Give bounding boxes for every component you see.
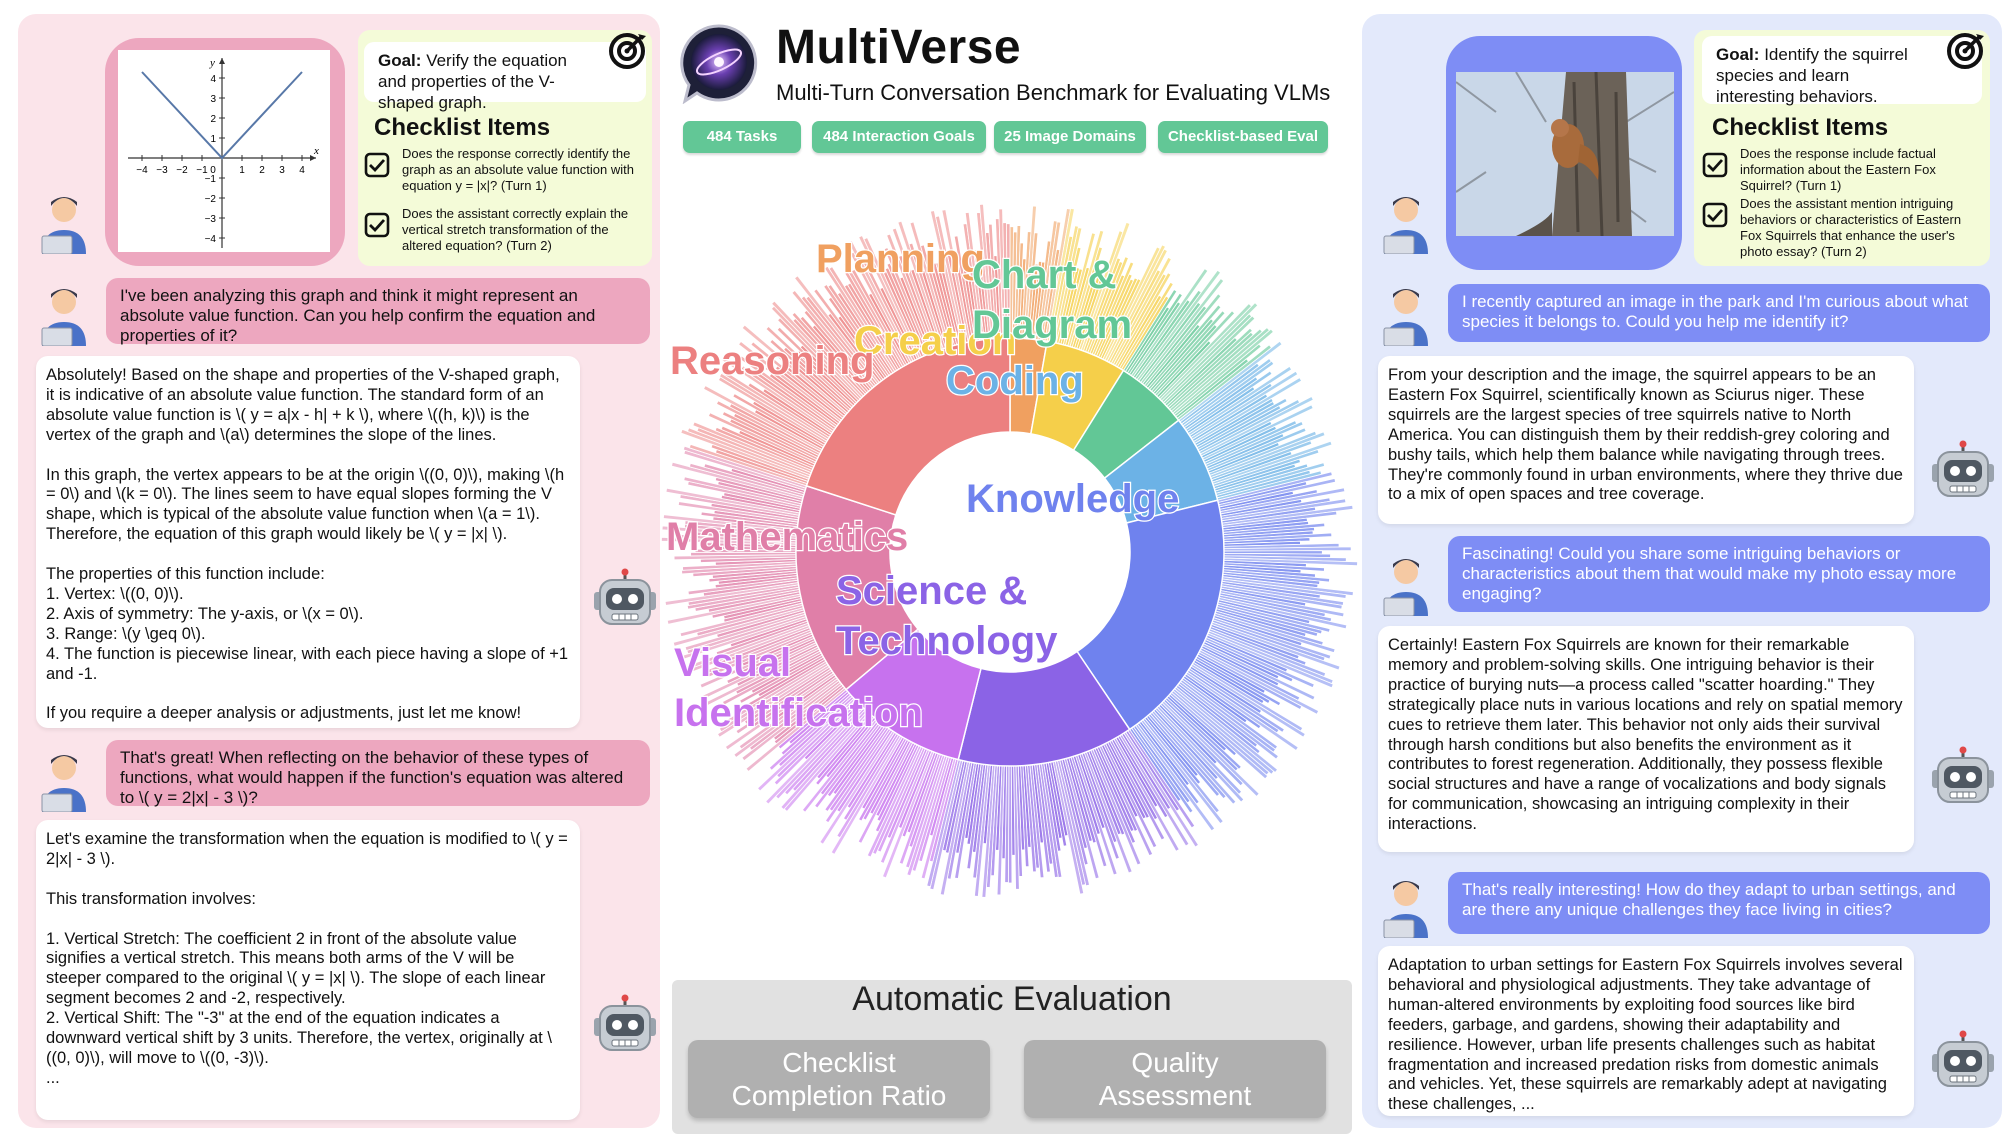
graph-y-tick: −3	[205, 214, 217, 225]
stat-pill-eval: Checklist-based Eval	[1158, 121, 1328, 153]
graph-y-tick: −1	[205, 174, 217, 185]
graph-x-tick: −2	[176, 165, 188, 176]
sunburst-label-planning: Planning	[816, 237, 985, 281]
checkbox-checked-icon	[1702, 152, 1728, 178]
stat-pill-domains: 25 Image Domains	[994, 121, 1146, 153]
checklist-title: Checklist Items	[1712, 114, 1889, 141]
graph-x-tick: 2	[259, 165, 265, 176]
assistant-message: Absolutely! Based on the shape and prope…	[36, 356, 580, 728]
checklist-item-text: Does the response correctly identify the…	[402, 146, 634, 193]
user-message: I've been analyzing this graph and think…	[106, 278, 650, 345]
sunburst-category-reasoning	[805, 337, 1011, 516]
graph-x-tick: −1	[196, 165, 208, 176]
assistant-message: Let's examine the transformation when th…	[36, 820, 580, 1120]
user-message: I recently captured an image in the park…	[1448, 284, 1990, 342]
checklist-item-text: Does the assistant mention intriguing be…	[1740, 196, 1962, 259]
robot-icon	[594, 568, 656, 625]
graph-y-label: y	[209, 57, 215, 69]
graph-x-tick: 0	[210, 165, 216, 176]
sunburst-label-chart-diagram: Chart & Diagram	[972, 253, 1132, 347]
eval-box-line: Assessment	[1098, 1080, 1252, 1111]
assistant-message: From your description and the image, the…	[1378, 356, 1914, 524]
page-title: MultiVerse	[776, 21, 1022, 74]
sunburst-label-visual-identification: Visual Identification	[674, 641, 923, 735]
sunburst-label-science-technology: Science & Technology	[836, 569, 1058, 663]
user-message: Fascinating! Could you share some intrig…	[1448, 536, 1990, 612]
graph-y-tick: −4	[205, 234, 217, 245]
checklist-title: Checklist Items	[374, 114, 551, 141]
user-message: That's great! When reflecting on the beh…	[106, 740, 650, 807]
right-goal-box: Goal: Identify the squirrel species and …	[1702, 36, 1982, 106]
graph-y-tick: 2	[210, 114, 216, 125]
checkbox-checked-icon	[364, 212, 390, 238]
eval-box-line: Completion Ratio	[731, 1080, 947, 1111]
robot-icon	[1932, 1030, 1994, 1087]
graph-x-tick: −4	[136, 165, 148, 176]
goal-text: Identify the squirrel species and learn …	[1716, 45, 1908, 106]
user-avatar-icon	[1383, 559, 1428, 616]
checklist-item-text: Does the response include factual inform…	[1740, 146, 1936, 193]
robot-icon	[594, 994, 656, 1051]
user-avatar-icon	[41, 197, 86, 254]
absolute-value-graph: −4 −3 −2 −1 0 1 2 3 4 4 3 2 1 −1 −2 −3 −4 x y	[118, 50, 330, 252]
checklist-item: Does the assistant mention intriguing be…	[1702, 196, 1986, 260]
robot-icon	[1932, 440, 1994, 497]
checklist-item: Does the response correctly identify the…	[364, 146, 648, 194]
graph-x-tick: −3	[156, 165, 168, 176]
robot-icon	[1932, 746, 1994, 803]
page-subtitle: Multi-Turn Conversation Benchmark for Ev…	[776, 80, 1331, 105]
checklist-item-text: Does the assistant correctly explain the…	[402, 206, 629, 253]
checklist-item: Does the response include factual inform…	[1702, 146, 1986, 194]
user-avatar-icon	[41, 289, 86, 346]
graph-x-tick: 3	[279, 165, 285, 176]
stat-pill-goals: 484 Interaction Goals	[812, 121, 986, 153]
sunburst-label-mathematics: Mathematics	[666, 515, 908, 559]
user-avatar-icon	[1383, 289, 1428, 346]
sunburst-label-coding: Coding	[946, 359, 1084, 403]
graph-y-tick: 3	[210, 94, 216, 105]
goal-text: Verify the equation and properties of th…	[378, 51, 568, 112]
graph-x-label: x	[313, 145, 319, 157]
sunburst-category-knowledge	[1076, 499, 1225, 731]
checklist-completion-ratio-box: Checklist Completion Ratio	[688, 1040, 990, 1118]
multiverse-logo-icon	[680, 24, 758, 104]
left-goal-box: Goal: Verify the equation and properties…	[364, 42, 646, 112]
graph-y-tick: −2	[205, 194, 217, 205]
eval-box-line: Checklist	[782, 1047, 896, 1078]
sunburst-label-knowledge: Knowledge	[966, 477, 1179, 521]
user-avatar-icon	[1383, 197, 1428, 254]
graph-y-tick: 4	[210, 74, 216, 85]
user-message: That's really interesting! How do they a…	[1448, 872, 1990, 934]
quality-assessment-box: Quality Assessment	[1024, 1040, 1326, 1118]
stat-pill-tasks: 484 Tasks	[683, 121, 801, 153]
graph-x-tick: 1	[239, 165, 245, 176]
sunburst-label-creation: Creation	[854, 319, 1016, 363]
checkbox-checked-icon	[364, 152, 390, 178]
checklist-item: Does the assistant correctly explain the…	[364, 206, 648, 254]
evaluation-title: Automatic Evaluation	[852, 980, 1172, 1018]
squirrel-photo	[1456, 72, 1674, 236]
goal-label: Goal:	[1716, 45, 1760, 64]
eval-box-line: Quality	[1131, 1047, 1219, 1078]
graph-y-tick: 1	[210, 134, 216, 145]
graph-x-tick: 4	[299, 165, 305, 176]
sunburst-label-reasoning: Reasoning	[670, 339, 874, 383]
user-avatar-icon	[41, 755, 86, 812]
target-icon	[1947, 33, 1984, 69]
checkbox-checked-icon	[1702, 202, 1728, 228]
assistant-message: Certainly! Eastern Fox Squirrels are kno…	[1378, 626, 1914, 852]
assistant-message: Adaptation to urban settings for Eastern…	[1378, 946, 1914, 1116]
goal-label: Goal:	[378, 51, 422, 70]
user-avatar-icon	[1383, 881, 1428, 938]
target-icon	[609, 33, 646, 69]
automatic-evaluation-panel: Automatic Evaluation Checklist Completio…	[672, 980, 1352, 1134]
